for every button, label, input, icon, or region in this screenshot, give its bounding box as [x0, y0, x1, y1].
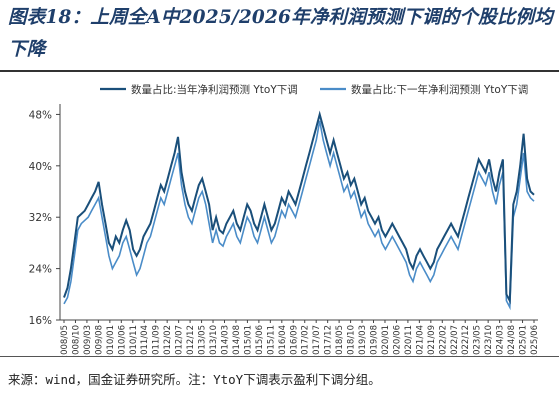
- y-tick-label: 48%: [29, 109, 52, 121]
- x-tick-label: 2011/09: [152, 325, 162, 356]
- x-tick-label: 2012/07: [175, 325, 185, 356]
- chart-title: 图表18：上周全A中2025/2026年净利润预测下调的个股比例均下降: [8, 7, 553, 60]
- x-tick-label: 2010/11: [129, 325, 139, 356]
- x-tick-label: 2020/06: [392, 325, 402, 356]
- x-tick-label: 2015/06: [255, 325, 265, 356]
- legend-label-current: 数量占比:当年净利润预测 YtoY下调: [131, 83, 298, 96]
- x-tick-label: 2019/08: [370, 325, 380, 356]
- x-tick-label: 2008/05: [60, 325, 70, 356]
- series-line-current-year: [63, 110, 535, 305]
- title-divider: [0, 70, 559, 72]
- x-tick-label: 2021/04: [415, 325, 425, 356]
- x-tick-label: 2013/05: [198, 325, 208, 356]
- x-tick-label: 2018/10: [347, 325, 357, 356]
- x-tick-label: 2025/01: [519, 325, 529, 356]
- x-tick-label: 2015/01: [243, 325, 253, 356]
- x-tick-label: 2020/01: [381, 325, 391, 356]
- x-tick-label: 2014/08: [232, 325, 242, 356]
- x-tick-label: 2023/10: [484, 325, 494, 356]
- x-tick-label: 2011/04: [140, 325, 150, 356]
- source-note: 来源：wind，国金证券研究所。注：YtoY下调表示盈利下调分组。: [8, 372, 381, 387]
- x-tick-label: 2024/08: [507, 325, 517, 356]
- x-tick-label: 2013/10: [209, 325, 219, 356]
- x-tick-label: 2025/06: [530, 325, 540, 356]
- x-tick-label: 2020/11: [404, 325, 414, 356]
- x-tick-label: 2021/09: [427, 325, 437, 356]
- x-tick-label: 2017/02: [301, 325, 311, 356]
- footer-divider: [0, 356, 559, 357]
- x-tick-label: 2022/12: [461, 325, 471, 356]
- x-tick-label: 2015/11: [266, 325, 276, 356]
- x-tick-label: 2019/03: [358, 325, 368, 356]
- x-tick-label: 2022/02: [438, 325, 448, 356]
- x-axis: 2008/05 2008/10 2009/03 2009/08 2010/01 2010/…: [60, 319, 540, 356]
- x-tick-label: 2010/01: [106, 325, 116, 356]
- x-tick-label: 2014/03: [220, 325, 230, 356]
- x-tick-label: 2023/05: [473, 325, 483, 356]
- x-tick-label: 2024/03: [496, 325, 506, 356]
- x-tick-label: 2012/12: [186, 325, 196, 356]
- x-tick-label: 2009/08: [94, 325, 104, 356]
- x-tick-label: 2008/10: [71, 325, 81, 356]
- x-tick-label: 2018/05: [335, 325, 345, 356]
- x-tick-label: 2009/03: [83, 325, 93, 356]
- x-tick-label: 2017/12: [324, 325, 334, 356]
- x-tick-label: 2012/02: [163, 325, 173, 356]
- y-axis: 16% 24% 32% 40% 48%: [29, 104, 61, 327]
- x-tick-label: 2017/07: [312, 325, 322, 356]
- legend-label-next: 数量占比:下一年净利润预测 YtoY下调: [351, 83, 528, 96]
- y-tick-label: 16%: [29, 315, 52, 327]
- x-tick-label: 2016/04: [278, 325, 288, 356]
- legend: 数量占比:当年净利润预测 YtoY下调 数量占比:下一年净利润预测 YtoY下调: [100, 83, 528, 96]
- y-tick-label: 32%: [29, 212, 52, 224]
- x-tick-label: 2016/09: [289, 325, 299, 356]
- y-tick-label: 24%: [29, 264, 52, 276]
- series-line-next-year: [63, 120, 535, 311]
- y-tick-label: 40%: [29, 161, 52, 173]
- x-tick-label: 2010/06: [117, 325, 127, 356]
- line-chart: 数量占比:当年净利润预测 YtoY下调 数量占比:下一年净利润预测 YtoY下调…: [29, 83, 540, 356]
- x-tick-label: 2022/07: [450, 325, 460, 356]
